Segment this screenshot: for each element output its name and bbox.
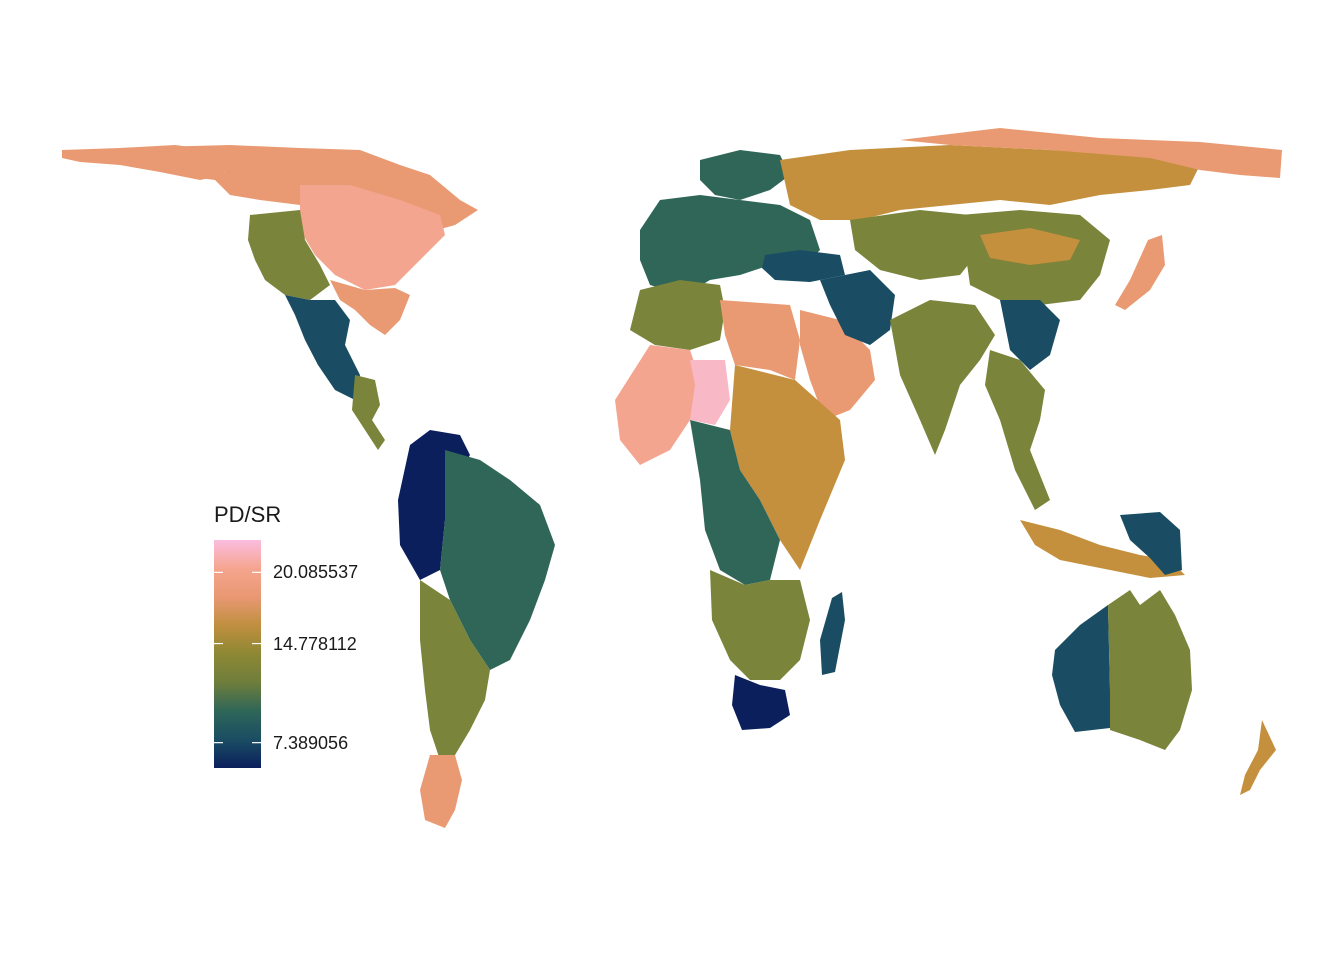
region-southern-africa[interactable] bbox=[710, 570, 810, 680]
region-patagonia[interactable] bbox=[420, 755, 462, 828]
region-india[interactable] bbox=[890, 300, 995, 455]
region-siberia-north[interactable] bbox=[900, 128, 1282, 178]
region-china-south[interactable] bbox=[1000, 300, 1060, 370]
region-australia-east[interactable] bbox=[1140, 590, 1192, 750]
region-brazil[interactable] bbox=[440, 450, 555, 670]
region-central-asia[interactable] bbox=[850, 210, 980, 280]
region-japan[interactable] bbox=[1115, 235, 1165, 310]
region-southeast-asia[interactable] bbox=[985, 350, 1050, 510]
legend: PD/SR 20.085537 14.778112 7.389056 bbox=[214, 500, 414, 780]
region-sahel[interactable] bbox=[690, 360, 730, 425]
region-central-america[interactable] bbox=[352, 375, 385, 450]
region-australia-central[interactable] bbox=[1108, 590, 1140, 740]
legend-color-bar bbox=[214, 540, 261, 768]
region-indonesia[interactable] bbox=[1020, 520, 1185, 578]
region-new-zealand[interactable] bbox=[1240, 720, 1276, 795]
legend-title: PD/SR bbox=[214, 502, 282, 527]
legend-tick-label: 14.778112 bbox=[273, 633, 357, 654]
region-mongolia[interactable] bbox=[980, 228, 1080, 265]
region-usa-south[interactable] bbox=[330, 280, 410, 335]
region-east-africa[interactable] bbox=[730, 365, 845, 570]
region-mexico[interactable] bbox=[285, 295, 360, 400]
region-europe[interactable] bbox=[640, 195, 820, 295]
region-north-africa[interactable] bbox=[630, 280, 725, 350]
legend-tick-label: 7.389056 bbox=[273, 732, 349, 753]
region-new-guinea[interactable] bbox=[1120, 512, 1182, 575]
region-australia-west[interactable] bbox=[1052, 605, 1110, 732]
region-south-africa[interactable] bbox=[732, 675, 790, 730]
region-usa-north[interactable] bbox=[300, 185, 445, 290]
legend-tick-label: 20.085537 bbox=[273, 562, 359, 583]
region-usa-west[interactable] bbox=[248, 210, 330, 300]
region-egypt-sudan[interactable] bbox=[720, 300, 800, 380]
region-turkey[interactable] bbox=[762, 250, 845, 282]
region-russia[interactable] bbox=[780, 145, 1200, 220]
region-south-america-south[interactable] bbox=[420, 580, 490, 760]
region-sahara-west[interactable] bbox=[615, 345, 700, 465]
region-central-africa[interactable] bbox=[690, 420, 780, 585]
region-scandinavia[interactable] bbox=[700, 150, 790, 200]
region-iran[interactable] bbox=[820, 270, 895, 345]
region-madagascar[interactable] bbox=[820, 592, 845, 675]
